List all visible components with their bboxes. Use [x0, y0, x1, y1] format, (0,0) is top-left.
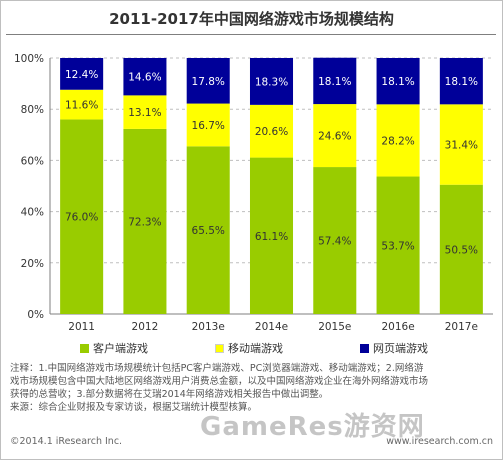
data-label: 72.3%	[128, 216, 161, 228]
data-label: 18.1%	[445, 76, 478, 88]
data-label: 57.4%	[318, 236, 351, 248]
data-label: 61.1%	[255, 231, 288, 243]
watermark: GameRes游资网	[200, 412, 425, 442]
x-tick-label: 2012	[132, 321, 159, 333]
data-label: 18.1%	[381, 76, 414, 88]
data-label: 65.5%	[192, 225, 225, 237]
data-label: 13.1%	[128, 107, 161, 119]
legend-swatch-mobile	[215, 343, 224, 353]
copyright-text: ©2014.1 iResearch Inc.	[10, 436, 123, 447]
bar-segment	[313, 167, 357, 314]
legend-item-client: 客户端游戏	[80, 340, 148, 356]
legend-item-web: 网页端游戏	[360, 340, 428, 356]
bar-segment	[186, 103, 230, 147]
x-tick-label: 2015e	[318, 321, 351, 333]
y-tick-label: 40%	[21, 207, 44, 219]
bar-segment	[123, 58, 167, 96]
x-tick-label: 2014e	[255, 321, 288, 333]
data-label: 18.1%	[318, 76, 351, 88]
bar-segment	[439, 58, 483, 105]
bar-segment	[439, 184, 483, 314]
bar-segment	[439, 104, 483, 185]
bar-segment	[313, 104, 357, 168]
bar-segment	[60, 119, 104, 314]
data-label: 20.6%	[255, 126, 288, 138]
bar-segment	[376, 176, 420, 314]
bar-segment	[60, 89, 104, 120]
bar-segment	[313, 57, 357, 105]
legend-label-client: 客户端游戏	[93, 342, 148, 355]
data-label: 16.7%	[192, 120, 225, 132]
chart-title: 2011-2017年中国网络游戏市场规模结构	[109, 10, 394, 28]
y-tick-label: 80%	[21, 104, 44, 116]
site-url: www.iresearch.com.cn	[386, 436, 493, 447]
data-label: 53.7%	[381, 240, 414, 252]
note-line: 获得的总营收；3.部分数据将在艾瑞2014年网络游戏相关报告中做出调整。	[10, 389, 329, 400]
data-label: 31.4%	[445, 140, 478, 152]
source-line: 来源：综合企业财报及专家访谈，根据艾瑞统计模型核算。	[10, 402, 258, 413]
legend-label-mobile: 移动端游戏	[228, 342, 283, 355]
x-tick-label: 2016e	[381, 321, 414, 333]
bar-segment	[186, 58, 230, 104]
bar-segment	[123, 95, 167, 129]
data-label: 12.4%	[65, 69, 98, 81]
data-label: 28.2%	[381, 135, 414, 147]
data-label: 14.6%	[128, 72, 161, 84]
y-tick-label: 0%	[27, 309, 44, 321]
y-tick-label: 60%	[21, 155, 44, 167]
data-label: 76.0%	[65, 212, 98, 224]
bar-segment	[249, 58, 294, 105]
bar-segment	[249, 104, 294, 158]
chart-legend: 客户端游戏 移动端游戏 网页端游戏	[80, 340, 500, 356]
x-tick-label: 2017e	[445, 321, 478, 333]
y-tick-label: 100%	[14, 53, 44, 65]
x-tick-label: 2011	[68, 321, 95, 333]
data-label: 11.6%	[65, 100, 98, 112]
legend-item-mobile: 移动端游戏	[215, 340, 283, 356]
bar-segment	[249, 157, 294, 314]
legend-swatch-client	[80, 343, 89, 353]
bar-segment	[376, 58, 420, 105]
data-label: 24.6%	[318, 131, 351, 143]
chart-notes: 注释：1.中国网络游戏市场规模统计包括PC客户端游戏、PC浏览器端游戏、移动端游…	[10, 362, 494, 414]
legend-swatch-web	[360, 343, 369, 353]
bar-segment	[186, 146, 230, 314]
bar-segment	[60, 58, 104, 90]
data-label: 50.5%	[445, 244, 478, 256]
x-tick-label: 2013e	[192, 321, 225, 333]
y-tick-label: 20%	[21, 258, 44, 270]
stacked-bar-chart: 0% 20% 40% 60% 80% 100% 76.0% 11.6% 12.4% 2011 72.…	[14, 53, 493, 333]
data-label: 17.8%	[192, 76, 225, 88]
bar-segment	[376, 104, 420, 177]
data-label: 18.3%	[255, 76, 288, 88]
legend-label-web: 网页端游戏	[373, 342, 428, 355]
note-line: 戏市场规模包含中国大陆地区网络游戏用户消费总金额，以及中国网络游戏企业在海外网络…	[10, 376, 429, 387]
title-divider	[6, 34, 496, 35]
note-line: 注释：1.中国网络游戏市场规模统计包括PC客户端游戏、PC浏览器端游戏、移动端游…	[10, 363, 424, 374]
bar-segment	[123, 128, 167, 314]
